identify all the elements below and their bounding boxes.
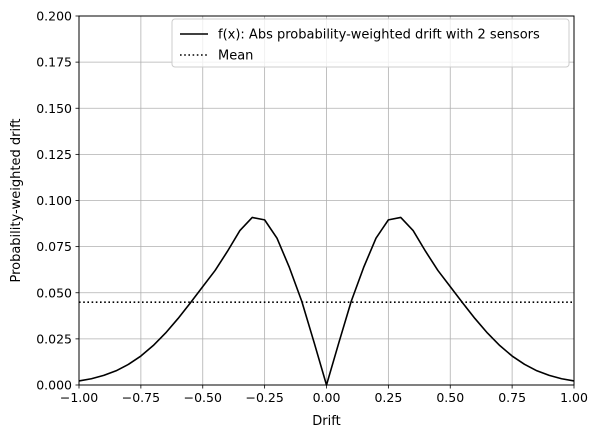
x-axis: −1.00 −0.75 −0.50 −0.25 0.00 0.25 0.50 0.75 1.00 (60, 385, 588, 405)
x-tick-label: 0.25 (374, 390, 402, 405)
legend-label-mean: Mean (218, 49, 253, 64)
x-tick-label: 0.50 (436, 390, 464, 405)
y-tick-label: 0.050 (36, 285, 72, 300)
y-tick-label: 0.025 (36, 331, 72, 346)
x-tick-label: −0.25 (245, 390, 283, 405)
y-tick-label: 0.075 (36, 239, 72, 254)
x-tick-label: −0.50 (184, 390, 222, 405)
y-axis: 0.000 0.025 0.050 0.075 0.100 0.125 0.150 0.175… (36, 9, 79, 393)
y-tick-label: 0.200 (36, 9, 72, 24)
legend-box (171, 18, 570, 68)
y-tick-label: 0.000 (36, 378, 72, 393)
x-axis-label: Drift (312, 414, 340, 429)
y-tick-label: 0.125 (36, 147, 72, 162)
x-tick-label: −1.00 (60, 390, 98, 405)
x-tick-label: 0.75 (498, 390, 526, 405)
x-tick-label: −0.75 (122, 390, 160, 405)
x-tick-label: 0.00 (313, 390, 341, 405)
y-axis-label: Probability-weighted drift (9, 118, 24, 282)
y-tick-label: 0.175 (36, 55, 72, 70)
legend: f(x): Abs probability-weighted drift wit… (171, 18, 570, 68)
legend-label-series: f(x): Abs probability-weighted drift wit… (218, 28, 540, 43)
y-tick-label: 0.150 (36, 101, 72, 116)
x-tick-label: 1.00 (560, 390, 588, 405)
y-tick-label: 0.100 (36, 193, 72, 208)
